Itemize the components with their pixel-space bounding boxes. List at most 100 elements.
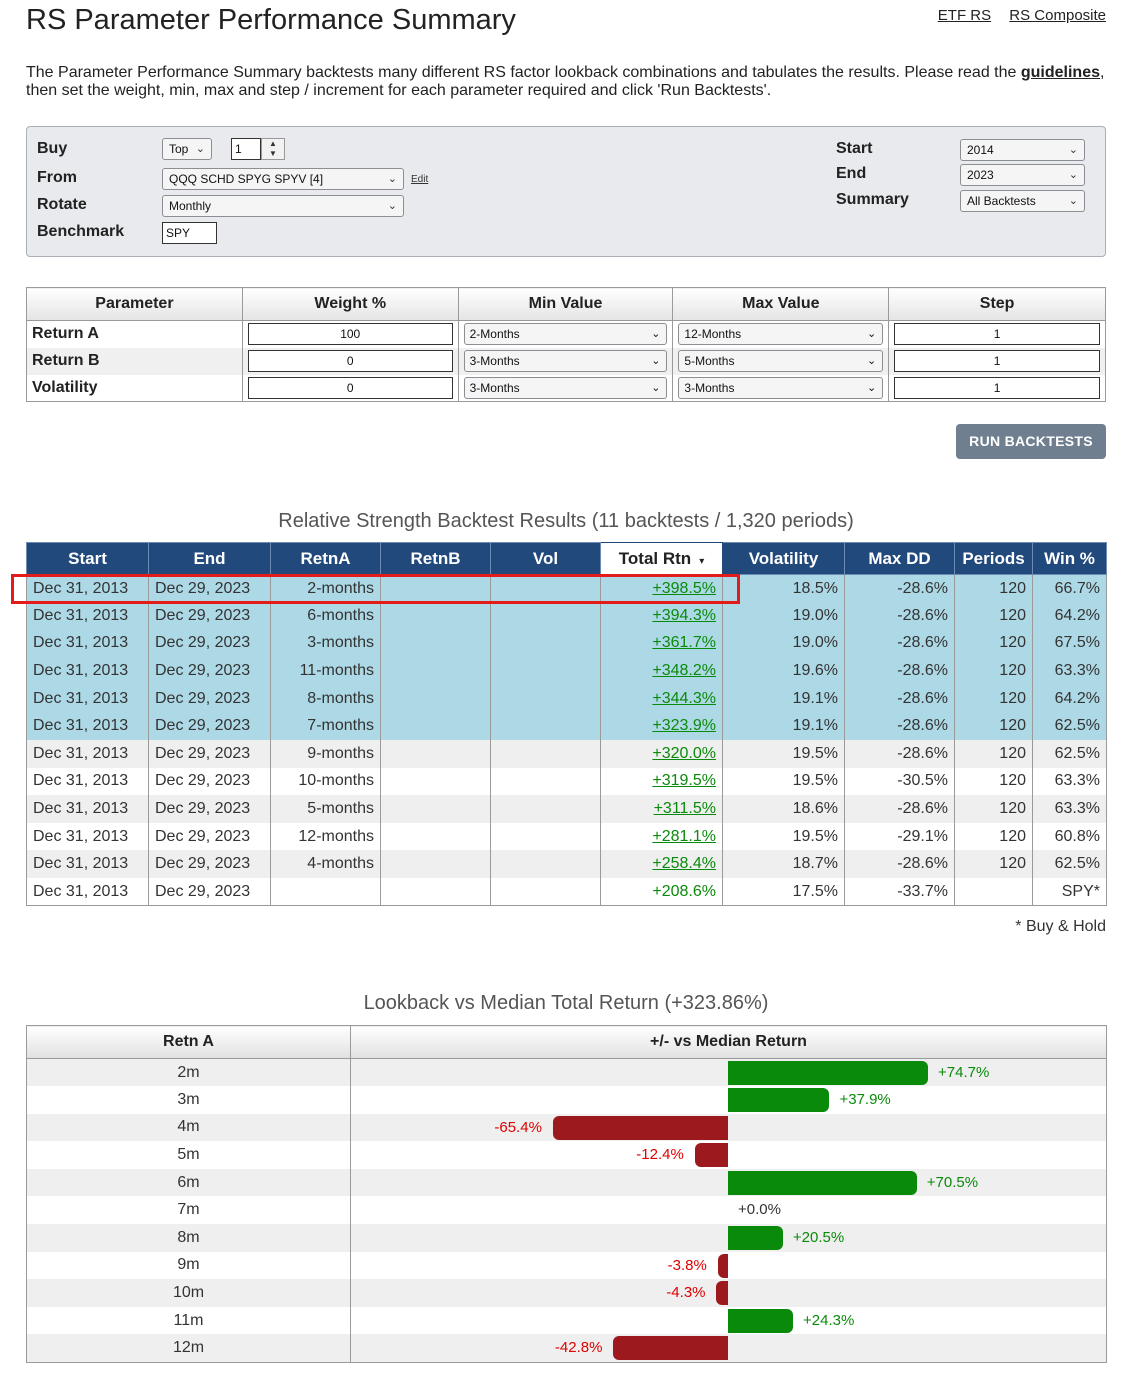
- table-row: Dec 31, 2013 Dec 29, 2023 11-months +348.2%…: [26, 657, 1107, 685]
- total-return-link[interactable]: +361.7%: [652, 634, 716, 652]
- cell-vol: [490, 850, 601, 879]
- table-row: Dec 31, 2013 Dec 29, 2023 2-months +398.5% 1…: [26, 574, 1107, 603]
- cell-win: 64.2%: [1032, 602, 1107, 630]
- lookback-row: 5m -12.4%: [26, 1141, 1107, 1169]
- cell-end: Dec 29, 2023: [148, 767, 271, 796]
- max-value: 5-Months: [684, 354, 735, 368]
- end-select[interactable]: 2023 ⌄: [960, 164, 1085, 186]
- etf-rs-link[interactable]: ETF RS: [937, 7, 992, 24]
- table-row: Dec 31, 2013 Dec 29, 2023 9-months +320.0% 1…: [26, 740, 1107, 768]
- lookback-label: 10m: [26, 1279, 351, 1307]
- cell-total: +281.1%: [600, 822, 723, 851]
- results-table: Start End RetnA RetnB Vol Total Rtn ▾ Vol…: [26, 542, 1107, 907]
- buy-mode-select[interactable]: Top ⌄: [162, 138, 212, 160]
- lookback-bar-cell: -4.3%: [350, 1279, 1107, 1307]
- page-title: RS Parameter Performance Summary: [26, 4, 516, 36]
- max-value-select[interactable]: 12-Months ⌄: [678, 323, 884, 346]
- cell-retnB: [380, 657, 491, 685]
- weight-input[interactable]: 0: [247, 350, 453, 372]
- min-value-select[interactable]: 2-Months ⌄: [463, 323, 668, 346]
- param-name: Volatility: [26, 374, 243, 402]
- col-header-retnb[interactable]: RetnB: [380, 542, 491, 575]
- cell-volatility: 18.6%: [722, 795, 845, 823]
- guidelines-link[interactable]: guidelines: [1020, 64, 1100, 81]
- total-return-link[interactable]: +319.5%: [652, 772, 716, 790]
- weight-input[interactable]: 100: [247, 323, 453, 346]
- parameter-table: Parameter Weight % Min Value Max Value S…: [26, 287, 1106, 402]
- summary-select[interactable]: All Backtests ⌄: [960, 190, 1085, 212]
- total-return-link[interactable]: +281.1%: [652, 827, 716, 845]
- total-return-link[interactable]: +394.3%: [652, 606, 716, 624]
- total-return-link[interactable]: +323.9%: [652, 717, 716, 735]
- cell-total: +348.2%: [600, 657, 723, 685]
- cell-maxdd: -28.6%: [844, 850, 955, 879]
- cell-vol: [490, 684, 601, 713]
- start-select[interactable]: 2014 ⌄: [960, 139, 1085, 161]
- cell-volatility: 18.5%: [722, 574, 845, 603]
- step-input[interactable]: 1: [894, 376, 1100, 399]
- col-header-total-rtn[interactable]: Total Rtn ▾: [600, 542, 723, 575]
- total-return-link[interactable]: +344.3%: [652, 689, 716, 707]
- total-return-link[interactable]: +398.5%: [652, 579, 716, 597]
- cell-periods: 120: [954, 602, 1033, 630]
- cell-start: Dec 31, 2013: [26, 740, 149, 768]
- weight-input[interactable]: 0: [247, 376, 453, 399]
- cell-start: Dec 31, 2013: [26, 878, 149, 907]
- cell-end: Dec 29, 2023: [148, 684, 271, 713]
- total-return-link[interactable]: +348.2%: [652, 662, 716, 680]
- lookback-row: 7m +0.0%: [26, 1196, 1107, 1225]
- benchmark-input[interactable]: SPY: [162, 222, 217, 244]
- settings-panel: Buy Top ⌄ 1 ▲ ▼ From QQQ SCHD SPYG SPYV [4…: [26, 126, 1106, 257]
- rotate-select[interactable]: Monthly ⌄: [162, 195, 404, 217]
- col-header-win[interactable]: Win %: [1032, 542, 1107, 575]
- rs-composite-link[interactable]: RS Composite: [1009, 7, 1106, 24]
- cell-volatility: 17.5%: [722, 878, 845, 907]
- max-value-select[interactable]: 5-Months ⌄: [678, 350, 884, 372]
- total-return-link[interactable]: +311.5%: [653, 800, 716, 818]
- min-value-select[interactable]: 3-Months ⌄: [463, 376, 668, 399]
- cell-periods: 120: [954, 767, 1033, 796]
- col-header-end[interactable]: End: [148, 542, 271, 575]
- positive-bar-label: +70.5%: [926, 1173, 979, 1191]
- step-input[interactable]: 1: [894, 323, 1100, 346]
- rotate-label: Rotate: [37, 196, 87, 213]
- total-return-value: +208.6%: [652, 882, 716, 900]
- table-row: Dec 31, 2013 Dec 29, 2023 10-months +319.5%…: [26, 767, 1107, 796]
- col-header-periods[interactable]: Periods: [954, 542, 1033, 575]
- run-backtests-button[interactable]: RUN BACKTESTS: [956, 424, 1106, 459]
- lookback-row: 10m -4.3%: [26, 1279, 1107, 1307]
- lookback-label: 2m: [26, 1058, 351, 1087]
- from-select[interactable]: QQQ SCHD SPYG SPYV [4] ⌄: [162, 168, 404, 190]
- lookback-label: 5m: [26, 1141, 351, 1169]
- start-label: Start: [836, 140, 873, 157]
- max-value-select[interactable]: 3-Months ⌄: [678, 376, 884, 399]
- buy-count-spinner[interactable]: ▲ ▼: [261, 138, 285, 160]
- cell-periods: 120: [954, 740, 1033, 768]
- col-header-maxdd[interactable]: Max DD: [844, 542, 955, 575]
- col-header-retna[interactable]: RetnA: [270, 542, 381, 575]
- cell-total: +208.6%: [600, 878, 723, 907]
- cell-total: +344.3%: [600, 684, 723, 713]
- col-header-vol[interactable]: Vol: [490, 542, 601, 575]
- cell-start: Dec 31, 2013: [26, 767, 149, 796]
- spin-up-icon[interactable]: ▲: [269, 139, 277, 148]
- col-header-start[interactable]: Start: [26, 542, 149, 575]
- cell-vol: [490, 740, 601, 768]
- buy-count-input[interactable]: 1: [231, 138, 261, 160]
- spin-down-icon[interactable]: ▼: [269, 149, 277, 158]
- total-return-link[interactable]: +320.0%: [652, 744, 716, 762]
- cell-vol: [490, 767, 601, 796]
- edit-link[interactable]: Edit: [411, 174, 429, 185]
- min-value-select[interactable]: 3-Months ⌄: [463, 350, 668, 372]
- step-input[interactable]: 1: [894, 350, 1100, 372]
- cell-win: 63.3%: [1032, 795, 1107, 823]
- lookback-row: 12m -42.8%: [26, 1334, 1107, 1363]
- cell-start: Dec 31, 2013: [26, 629, 149, 658]
- cell-win: 63.3%: [1032, 767, 1107, 796]
- cell-end: Dec 29, 2023: [148, 740, 271, 768]
- col-header-volatility[interactable]: Volatility: [722, 542, 845, 575]
- total-return-link[interactable]: +258.4%: [652, 855, 716, 873]
- cell-start: Dec 31, 2013: [26, 684, 149, 713]
- positive-bar: [728, 1226, 783, 1251]
- max-value: 3-Months: [684, 380, 735, 395]
